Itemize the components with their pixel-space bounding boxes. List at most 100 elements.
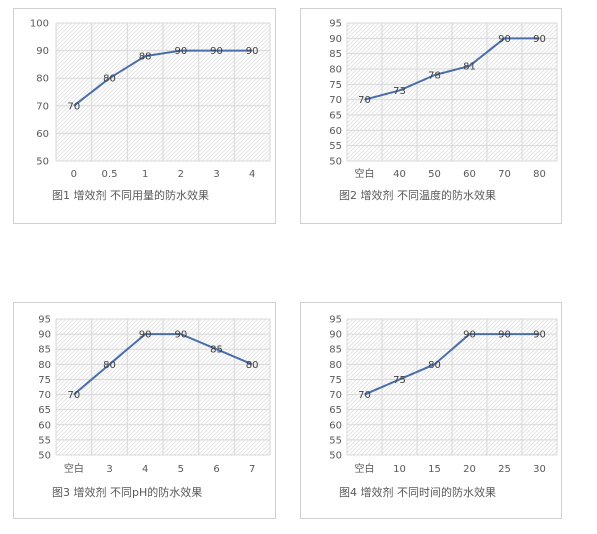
data-label: 90 bbox=[246, 46, 259, 57]
y-tick-label: 100 bbox=[30, 19, 49, 30]
chart-4-svg: 50 55 60 65 70 75 80 85 90 95 空白 10 15 20 25 30 70 75 80 90… bbox=[329, 315, 558, 499]
y-tick-label: 90 bbox=[38, 330, 51, 341]
x-tick-label: 空白 bbox=[64, 462, 84, 475]
x-tick-label: 20 bbox=[463, 464, 476, 475]
x-tick-label: 70 bbox=[498, 169, 511, 180]
data-label: 75 bbox=[393, 375, 406, 386]
data-label: 81 bbox=[463, 61, 476, 72]
x-tick-label: 60 bbox=[463, 169, 476, 180]
y-tick-label: 85 bbox=[329, 345, 342, 356]
y-tick-label: 55 bbox=[329, 435, 342, 446]
x-tick-label: 0.5 bbox=[102, 169, 118, 180]
data-label: 90 bbox=[210, 46, 223, 57]
series-line bbox=[73, 49, 253, 107]
y-tick-label: 65 bbox=[38, 405, 51, 416]
y-tick-label: 80 bbox=[36, 74, 49, 85]
x-tick-label: 5 bbox=[178, 464, 184, 475]
x-tick-label: 1 bbox=[142, 169, 148, 180]
chart-card-4: 50 55 60 65 70 75 80 85 90 95 空白 10 15 20 25 30 70 75 80 90… bbox=[300, 302, 562, 519]
data-label: 90 bbox=[463, 330, 476, 341]
y-tick-label: 95 bbox=[38, 315, 51, 326]
chart-card-2: 50 55 60 65 70 75 80 85 90 95 空白 40 50 60 70 80 70 73 78 81… bbox=[300, 8, 562, 224]
x-tick-label: 4 bbox=[142, 464, 148, 475]
y-tick-label: 90 bbox=[329, 330, 342, 341]
chart-caption: 图3 增效剂 不同pH的防水效果 bbox=[52, 485, 202, 499]
x-tick-label: 0 bbox=[71, 169, 77, 180]
data-label: 80 bbox=[246, 360, 259, 371]
data-label: 90 bbox=[174, 46, 187, 57]
chart-1-svg: 50 60 70 80 90 100 0 0.5 1 2 3 4 70 80 88 90 90 90 图1 增效剂 … bbox=[30, 19, 271, 202]
y-tick-label: 70 bbox=[36, 101, 49, 112]
series-line bbox=[73, 333, 253, 396]
y-tick-label: 80 bbox=[38, 360, 51, 371]
data-label: 90 bbox=[498, 330, 511, 341]
chart-card-3: 50 55 60 65 70 75 80 85 90 95 空白 3 4 5 6 7 70 80 90 90 85 80 图… bbox=[13, 302, 276, 519]
y-tick-label: 50 bbox=[36, 157, 49, 168]
y-tick-label: 70 bbox=[329, 95, 342, 106]
y-tick-label: 55 bbox=[38, 435, 51, 446]
y-tick-label: 60 bbox=[36, 129, 49, 140]
y-tick-label: 75 bbox=[329, 80, 342, 91]
y-tick-label: 65 bbox=[329, 111, 342, 122]
data-label: 73 bbox=[393, 86, 406, 97]
data-label: 90 bbox=[498, 34, 511, 45]
y-tick-label: 75 bbox=[329, 375, 342, 386]
x-tick-label: 50 bbox=[428, 169, 441, 180]
chart-caption: 图1 增效剂 不同用量的防水效果 bbox=[52, 188, 209, 202]
data-label: 88 bbox=[139, 52, 152, 63]
y-tick-label: 95 bbox=[329, 315, 342, 326]
x-tick-label: 25 bbox=[498, 464, 511, 475]
data-label: 80 bbox=[428, 360, 441, 371]
data-label: 70 bbox=[358, 390, 371, 401]
y-tick-label: 70 bbox=[329, 390, 342, 401]
y-tick-label: 65 bbox=[329, 405, 342, 416]
data-label: 85 bbox=[210, 345, 223, 356]
y-tick-label: 90 bbox=[329, 34, 342, 45]
chart-card-1: 50 60 70 80 90 100 0 0.5 1 2 3 4 70 80 88 90 90 90 图1 增效剂 … bbox=[13, 8, 276, 224]
y-tick-label: 60 bbox=[329, 126, 342, 137]
x-tick-label: 30 bbox=[533, 464, 546, 475]
x-tick-label: 空白 bbox=[355, 462, 375, 475]
data-label: 70 bbox=[67, 390, 80, 401]
data-label: 90 bbox=[139, 330, 152, 341]
y-tick-label: 80 bbox=[329, 360, 342, 371]
data-label: 70 bbox=[67, 101, 80, 112]
y-tick-label: 85 bbox=[329, 49, 342, 60]
x-tick-label: 7 bbox=[249, 464, 255, 475]
chart-3-svg: 50 55 60 65 70 75 80 85 90 95 空白 3 4 5 6 7 70 80 90 90 85 80 图… bbox=[38, 315, 271, 499]
data-label: 90 bbox=[174, 330, 187, 341]
chart-caption: 图2 增效剂 不同温度的防水效果 bbox=[339, 188, 496, 202]
x-tick-label: 2 bbox=[178, 169, 184, 180]
data-label: 80 bbox=[103, 74, 116, 85]
data-label: 80 bbox=[103, 360, 116, 371]
chart-caption: 图4 增效剂 不同时间的防水效果 bbox=[339, 485, 496, 499]
series-line bbox=[364, 37, 540, 101]
x-tick-label: 3 bbox=[106, 464, 112, 475]
data-label: 78 bbox=[428, 71, 441, 82]
data-label: 70 bbox=[358, 95, 371, 106]
series-line bbox=[364, 333, 540, 396]
y-tick-label: 55 bbox=[329, 141, 342, 152]
y-tick-label: 90 bbox=[36, 46, 49, 57]
x-tick-label: 80 bbox=[533, 169, 546, 180]
y-tick-label: 50 bbox=[329, 451, 342, 462]
y-tick-label: 95 bbox=[329, 19, 342, 30]
x-tick-label: 10 bbox=[393, 464, 406, 475]
y-tick-label: 85 bbox=[38, 345, 51, 356]
x-tick-label: 40 bbox=[393, 169, 406, 180]
y-tick-label: 60 bbox=[329, 420, 342, 431]
x-tick-label: 空白 bbox=[355, 167, 375, 180]
y-tick-label: 70 bbox=[38, 390, 51, 401]
chart-2-svg: 50 55 60 65 70 75 80 85 90 95 空白 40 50 60 70 80 70 73 78 81… bbox=[329, 19, 558, 202]
y-tick-label: 50 bbox=[38, 451, 51, 462]
x-tick-label: 15 bbox=[428, 464, 441, 475]
y-tick-label: 50 bbox=[329, 157, 342, 168]
y-tick-label: 60 bbox=[38, 420, 51, 431]
data-label: 90 bbox=[533, 34, 546, 45]
y-tick-label: 75 bbox=[38, 375, 51, 386]
x-tick-label: 6 bbox=[213, 464, 219, 475]
x-tick-label: 4 bbox=[249, 169, 255, 180]
x-tick-label: 3 bbox=[213, 169, 219, 180]
data-label: 90 bbox=[533, 330, 546, 341]
y-tick-label: 80 bbox=[329, 65, 342, 76]
